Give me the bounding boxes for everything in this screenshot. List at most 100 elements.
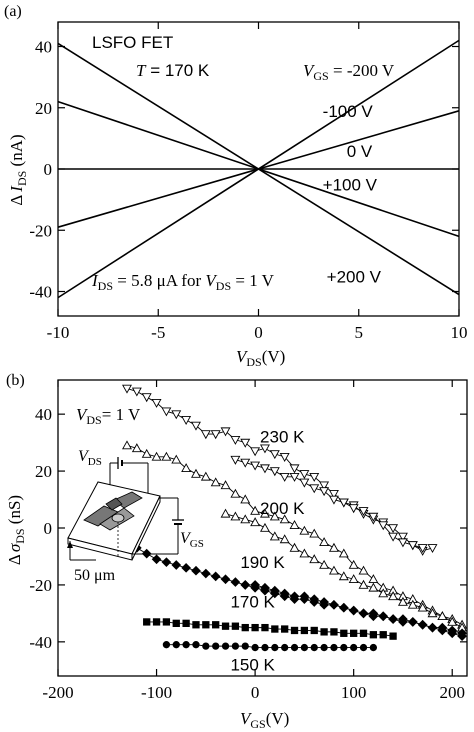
panel-a: (a) -10 -5 0 5 10 -40 -20 0 20 40 -100 V 0 V +100 V… [4, 3, 468, 369]
data-point [299, 470, 310, 480]
data-point [281, 643, 289, 652]
x-axis-label-a: VDS(V) [236, 347, 285, 369]
data-point [397, 532, 408, 542]
data-point [151, 451, 162, 461]
x-tick-label: -200 [42, 683, 73, 702]
data-point [290, 626, 299, 635]
series-label: +200 V [327, 267, 382, 286]
data-point [359, 629, 368, 637]
data-point [220, 574, 231, 585]
data-point [250, 447, 261, 457]
data-point [309, 554, 320, 564]
data-point [348, 574, 359, 584]
data-point [289, 520, 300, 529]
data-point [407, 599, 418, 609]
data-point [269, 531, 280, 541]
data-point [309, 484, 320, 494]
y-tick-label: -40 [29, 633, 52, 652]
data-point [388, 614, 398, 624]
data-point [122, 440, 132, 450]
data-point [281, 625, 289, 633]
y-tick-label: -20 [29, 576, 52, 595]
scale-bar-label: 50 μm [74, 567, 116, 584]
data-point [328, 542, 339, 552]
data-point [398, 617, 408, 627]
x-tick-label: -5 [151, 323, 165, 342]
data-point [162, 618, 171, 626]
data-point [447, 625, 458, 636]
data-point [271, 625, 279, 633]
data-point [240, 438, 251, 448]
data-point [319, 600, 329, 610]
data-point [212, 621, 220, 629]
data-point [378, 588, 389, 598]
data-point [417, 544, 428, 554]
data-point [338, 498, 349, 508]
data-point [340, 643, 348, 652]
panel-label-b: (b) [6, 372, 25, 389]
data-point [152, 618, 161, 626]
data-point [230, 511, 241, 521]
data-point [348, 504, 359, 514]
series-label: -100 V [323, 102, 374, 121]
data-point [328, 565, 339, 575]
data-point [279, 591, 290, 602]
data-point [269, 511, 280, 521]
data-point [289, 464, 300, 474]
data-point [289, 542, 300, 552]
data-point [330, 643, 338, 652]
data-point [221, 622, 230, 630]
series-label: 150 K [230, 655, 275, 674]
x-axis-label-b: VGS(V) [240, 709, 289, 731]
data-point [310, 626, 318, 635]
data-point [143, 618, 151, 626]
data-point [378, 611, 389, 622]
data-point [457, 628, 467, 639]
data-point [131, 387, 142, 397]
data-point [417, 619, 428, 630]
data-point [231, 642, 240, 650]
data-point [309, 597, 320, 607]
inset-vgs-label: VGS [180, 530, 204, 550]
x-tick-label: 200 [439, 683, 465, 702]
data-point [171, 410, 182, 420]
data-point [172, 619, 180, 627]
data-point [260, 585, 270, 596]
series-b [122, 384, 468, 652]
data-point [379, 631, 387, 639]
data-point [389, 632, 397, 640]
series-line [166, 644, 374, 648]
series-label: 190 K [240, 553, 285, 572]
data-point [319, 481, 330, 491]
data-point [151, 398, 162, 408]
data-point [141, 448, 152, 458]
data-point [269, 467, 280, 477]
data-point [369, 631, 378, 639]
series-line [136, 547, 463, 637]
y-axis-label-a: ΔIDS (nA) [7, 134, 29, 205]
data-point [328, 495, 339, 505]
data-point [210, 430, 221, 440]
data-point [299, 525, 310, 535]
data-point [289, 594, 300, 604]
y-tick-label: 0 [44, 160, 53, 179]
data-point [269, 450, 280, 460]
data-point [171, 454, 182, 464]
data-point [368, 611, 379, 622]
data-point [230, 488, 241, 498]
data-point [240, 494, 251, 504]
ticks-b [57, 380, 467, 676]
data-point [259, 464, 270, 474]
data-point [151, 554, 162, 565]
data-point [240, 458, 251, 468]
data-point [359, 643, 368, 652]
data-point [427, 608, 438, 618]
data-point [181, 416, 192, 425]
x-tick-label: -10 [47, 323, 70, 342]
data-point [271, 643, 279, 652]
data-point [182, 619, 190, 627]
series-a [57, 39, 460, 299]
data-point [141, 393, 152, 403]
